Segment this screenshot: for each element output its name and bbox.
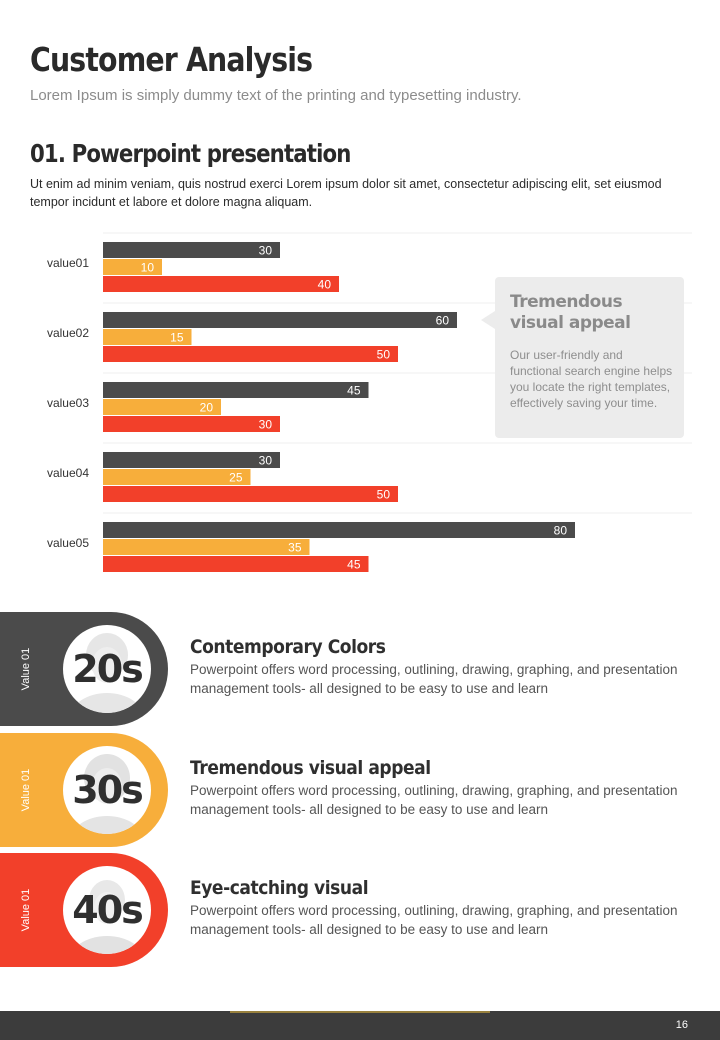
bar-value-label: 30 xyxy=(259,244,273,258)
bar-value-label: 20 xyxy=(200,401,214,415)
segment-age: 20s xyxy=(72,647,144,691)
bar-value-label: 30 xyxy=(259,418,273,432)
bar xyxy=(103,329,192,345)
segment-vertical-label: Value 01 xyxy=(20,888,32,932)
bar-value-label: 40 xyxy=(318,278,332,292)
segment-age: 30s xyxy=(72,768,144,812)
bar-value-label: 15 xyxy=(170,331,184,345)
segment-tile-20s: Value 01 20s xyxy=(0,612,168,726)
segment-tile-40s: Value 01 40s xyxy=(0,853,168,967)
category-label: value04 xyxy=(47,466,89,480)
page-number: 16 xyxy=(675,1019,688,1031)
bar-value-label: 50 xyxy=(377,348,391,362)
bar xyxy=(103,382,369,398)
footer-accent-line xyxy=(230,1011,490,1013)
bar xyxy=(103,539,310,555)
segment-title: Eye-catching visual xyxy=(190,877,369,899)
bar xyxy=(103,556,369,572)
segment-age: 40s xyxy=(72,888,144,932)
bar xyxy=(103,399,221,415)
segment-title: Contemporary Colors xyxy=(190,636,386,658)
bar xyxy=(103,452,280,468)
person-photo-icon xyxy=(70,880,144,954)
bar xyxy=(103,522,575,538)
category-label: value02 xyxy=(47,326,89,340)
callout-box: Tremendous visual appeal Our user-friend… xyxy=(481,277,684,438)
avatar: 20s xyxy=(63,625,151,713)
segment-vertical-label: Value 01 xyxy=(20,768,32,812)
avatar: 30s xyxy=(63,746,151,834)
bar xyxy=(103,346,398,362)
category-label: value05 xyxy=(47,536,89,550)
bar xyxy=(103,276,339,292)
person-photo-icon xyxy=(72,754,142,834)
bar xyxy=(103,312,457,328)
category-label: value03 xyxy=(47,396,89,410)
segment-title: Tremendous visual appeal xyxy=(190,757,431,779)
page-title: Customer Analysis xyxy=(30,40,313,79)
bar xyxy=(103,259,162,275)
bar-value-label: 10 xyxy=(141,261,155,275)
callout-title: Tremendous visual appeal xyxy=(510,292,631,333)
bar xyxy=(103,469,251,485)
callout-text: Our user-friendly and functional search … xyxy=(510,348,673,410)
bar xyxy=(103,486,398,502)
bar xyxy=(103,416,280,432)
section-text: Ut enim ad minim veniam, quis nostrud ex… xyxy=(30,177,662,209)
segment-vertical-label: Value 01 xyxy=(20,647,32,691)
avatar: 40s xyxy=(63,866,151,954)
bar-value-label: 50 xyxy=(377,488,391,502)
footer-bar: 16 xyxy=(0,1011,720,1040)
person-photo-icon xyxy=(71,633,143,713)
segment-tile-30s: Value 01 30s xyxy=(0,733,168,847)
bar-value-label: 25 xyxy=(229,471,243,485)
bar xyxy=(103,242,280,258)
section-title: 01. Powerpoint presentation xyxy=(30,139,351,168)
page-subtitle: Lorem Ipsum is simply dummy text of the … xyxy=(30,87,522,104)
category-label: value01 xyxy=(47,256,89,270)
segment-text: Powerpoint offers word processing, outli… xyxy=(190,783,678,817)
segment-text: Powerpoint offers word processing, outli… xyxy=(190,662,678,696)
bar-value-label: 45 xyxy=(347,558,361,572)
bar-value-label: 35 xyxy=(288,541,302,555)
bar-value-label: 60 xyxy=(436,314,450,328)
segment-text: Powerpoint offers word processing, outli… xyxy=(190,903,678,937)
bar-value-label: 80 xyxy=(554,524,568,538)
bar-chart: value01 30 10 40 value02 60 15 50 value03 45 20 30 v… xyxy=(47,232,692,572)
bar-value-label: 30 xyxy=(259,454,273,468)
bar-value-label: 45 xyxy=(347,384,361,398)
